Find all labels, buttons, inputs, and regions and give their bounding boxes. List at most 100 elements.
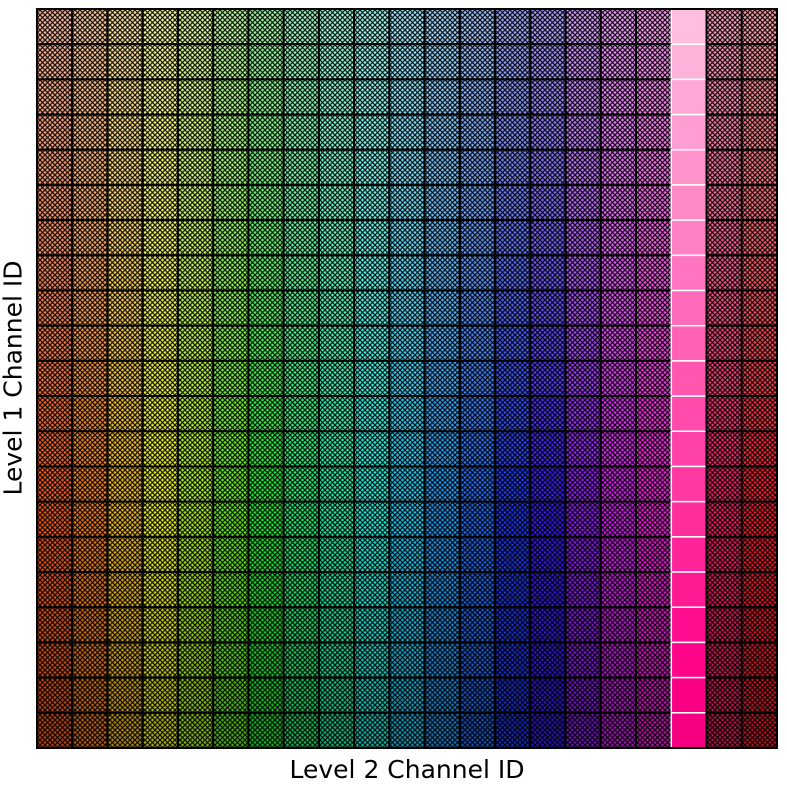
cell-hatch [705, 43, 743, 81]
cell-hatch [317, 535, 356, 574]
cell-hatch [705, 395, 743, 433]
cell-hatch [564, 254, 602, 292]
cell-hatch [529, 324, 567, 362]
cell-hatch [71, 219, 109, 257]
cell-hatch [705, 465, 743, 503]
cell-hatch [740, 711, 779, 749]
cell-hatch [176, 535, 215, 574]
cell-hatch [353, 395, 391, 433]
cell-hatch [36, 254, 74, 292]
cell-hatch [282, 359, 320, 398]
cell-hatch [247, 465, 285, 503]
cell-hatch [176, 711, 215, 749]
highlight-cell [670, 465, 708, 503]
cell-hatch [635, 324, 673, 362]
cell-hatch [36, 430, 74, 468]
cell-hatch [247, 219, 285, 257]
highlight-cell [670, 606, 708, 644]
cell-hatch [212, 254, 250, 292]
cell-hatch [740, 500, 779, 538]
cell-hatch [564, 641, 602, 679]
cell-hatch [494, 465, 532, 503]
cell-hatch [247, 430, 285, 468]
cell-hatch [106, 430, 144, 468]
cell-hatch [317, 395, 356, 433]
cell-hatch [529, 43, 567, 81]
cell-hatch [176, 148, 215, 186]
cell-hatch [353, 324, 391, 362]
cell-hatch [212, 324, 250, 362]
cell-hatch [247, 183, 285, 222]
cell-hatch [529, 571, 567, 609]
cell-hatch [564, 183, 602, 222]
cell-hatch [71, 324, 109, 362]
cell-hatch [705, 606, 743, 644]
cell-hatch [282, 254, 320, 292]
cell-hatch [635, 676, 673, 714]
cell-hatch [529, 430, 567, 468]
cell-hatch [176, 395, 215, 433]
cell-hatch [705, 113, 743, 151]
cell-hatch [423, 254, 461, 292]
cell-hatch [36, 395, 74, 433]
x-axis-label: Level 2 Channel ID [289, 755, 525, 784]
plot-area [36, 8, 779, 749]
cell-hatch [317, 465, 356, 503]
cell-hatch [494, 676, 532, 714]
cell-hatch [458, 183, 497, 222]
cell-hatch [494, 219, 532, 257]
cell-hatch [388, 395, 426, 433]
cell-hatch [247, 606, 285, 644]
cell-hatch [494, 183, 532, 222]
cell-hatch [529, 395, 567, 433]
highlight-cell [670, 641, 708, 679]
cell-hatch [705, 183, 743, 222]
cell-hatch [423, 78, 461, 116]
cell-hatch [36, 500, 74, 538]
cell-hatch [740, 571, 779, 609]
cell-hatch [740, 606, 779, 644]
cell-hatch [423, 430, 461, 468]
cell-hatch [529, 8, 567, 46]
highlight-cell [670, 8, 708, 45]
cell-hatch [635, 8, 673, 46]
cell-hatch [106, 8, 144, 46]
cell-hatch [423, 395, 461, 433]
cell-hatch [705, 676, 743, 714]
cell-hatch [106, 219, 144, 257]
cell-hatch [106, 254, 144, 292]
cell-hatch [529, 641, 567, 679]
cell-hatch [317, 113, 356, 151]
cell-hatch [740, 535, 779, 574]
cell-hatch [740, 219, 779, 257]
cell-hatch [494, 430, 532, 468]
cell-hatch [141, 219, 179, 257]
cell-hatch [212, 183, 250, 222]
cell-hatch [71, 500, 109, 538]
cell-hatch [458, 641, 497, 679]
cell-hatch [317, 571, 356, 609]
cell-hatch [635, 711, 673, 749]
cell-hatch [212, 289, 250, 327]
cell-hatch [423, 43, 461, 81]
cell-hatch [176, 676, 215, 714]
cell-hatch [635, 289, 673, 327]
cell-hatch [494, 359, 532, 398]
cell-hatch [353, 465, 391, 503]
cell-hatch [176, 430, 215, 468]
cell-hatch [71, 571, 109, 609]
cell-hatch [599, 359, 638, 398]
highlight-cell [670, 254, 708, 292]
cell-hatch [705, 535, 743, 574]
cell-hatch [247, 500, 285, 538]
cell-hatch [494, 395, 532, 433]
cell-hatch [141, 641, 179, 679]
cell-hatch [740, 78, 779, 116]
cell-hatch [141, 78, 179, 116]
cell-hatch [564, 359, 602, 398]
cell-hatch [106, 641, 144, 679]
cell-hatch [599, 711, 638, 749]
cell-hatch [71, 113, 109, 151]
cell-hatch [36, 113, 74, 151]
cell-hatch [282, 676, 320, 714]
